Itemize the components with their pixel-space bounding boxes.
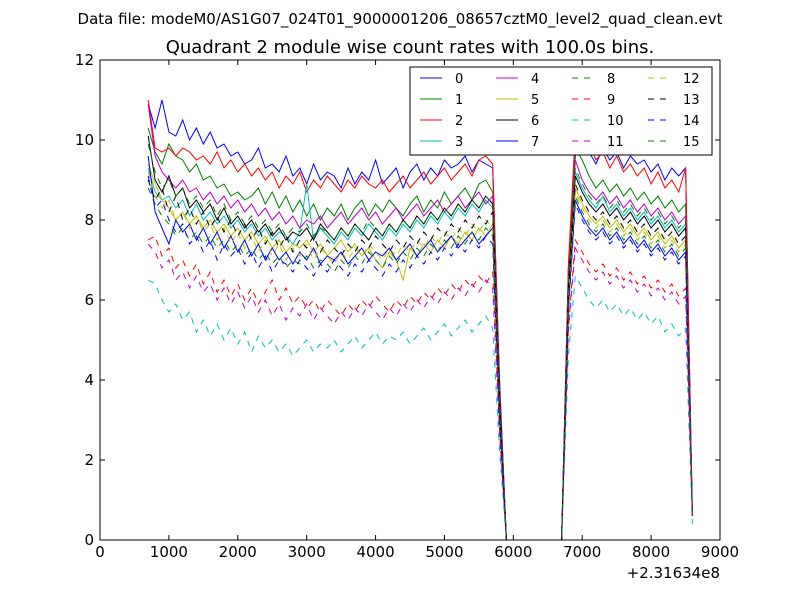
- y-tick-label: 6: [84, 291, 94, 309]
- x-tick-label: 1000: [150, 543, 188, 561]
- y-tick-label: 10: [75, 131, 94, 149]
- legend-label-8: 8: [607, 72, 615, 87]
- legend-label-6: 6: [531, 114, 539, 129]
- legend-label-1: 1: [455, 93, 463, 108]
- chart-title: Quadrant 2 module wise count rates with …: [166, 37, 655, 58]
- x-tick-label: 7000: [563, 543, 601, 561]
- legend-label-4: 4: [531, 72, 539, 87]
- series-line-11: [147, 243, 693, 541]
- legend-label-10: 10: [607, 114, 624, 129]
- series-line-14: [147, 175, 693, 541]
- series-line-10: [147, 274, 693, 541]
- legend-label-0: 0: [455, 72, 463, 87]
- legend-label-13: 13: [683, 93, 700, 108]
- series-line-9: [147, 235, 693, 541]
- y-tick-label: 0: [84, 531, 94, 549]
- legend-label-3: 3: [455, 135, 463, 150]
- series-line-4: [147, 103, 693, 541]
- x-tick-label: 5000: [425, 543, 463, 561]
- legend-label-11: 11: [607, 135, 624, 150]
- series-line-5: [147, 163, 693, 541]
- y-tick-label: 4: [84, 371, 94, 389]
- series-line-8: [147, 187, 693, 541]
- legend-label-12: 12: [683, 72, 700, 87]
- legend-label-9: 9: [607, 93, 615, 108]
- legend-label-2: 2: [455, 114, 463, 129]
- y-tick-label: 2: [84, 451, 94, 469]
- x-tick-label: 9000: [701, 543, 739, 561]
- legend-label-7: 7: [531, 135, 539, 150]
- y-tick-label: 8: [84, 211, 94, 229]
- series-line-13: [147, 179, 693, 541]
- series-layer: [147, 99, 693, 541]
- legend-label-5: 5: [531, 93, 539, 108]
- legend-label-15: 15: [683, 135, 700, 150]
- x-tick-label: 2000: [219, 543, 257, 561]
- chart-subtitle: Data file: modeM0/AS1G07_024T01_90000012…: [78, 10, 723, 29]
- series-line-15: [147, 143, 693, 541]
- series-line-3: [147, 167, 693, 541]
- legend-box: [409, 66, 713, 156]
- plot-frame-border: [99, 59, 721, 541]
- x-tick-label: 6000: [494, 543, 532, 561]
- x-tick-label: 4000: [356, 543, 394, 561]
- x-axis-offset-label: +2.31634e8: [627, 564, 720, 582]
- x-tick-label: 8000: [632, 543, 670, 561]
- x-tick-label: 0: [95, 543, 105, 561]
- x-tick-label: 3000: [288, 543, 326, 561]
- legend-label-14: 14: [683, 114, 700, 129]
- series-line-1: [147, 127, 693, 541]
- axis-ticks: 0 1000 2000 3000 4000 5000 6000 7000 8000 9000 0 2 4…: [75, 51, 739, 561]
- y-tick-label: 12: [75, 51, 94, 69]
